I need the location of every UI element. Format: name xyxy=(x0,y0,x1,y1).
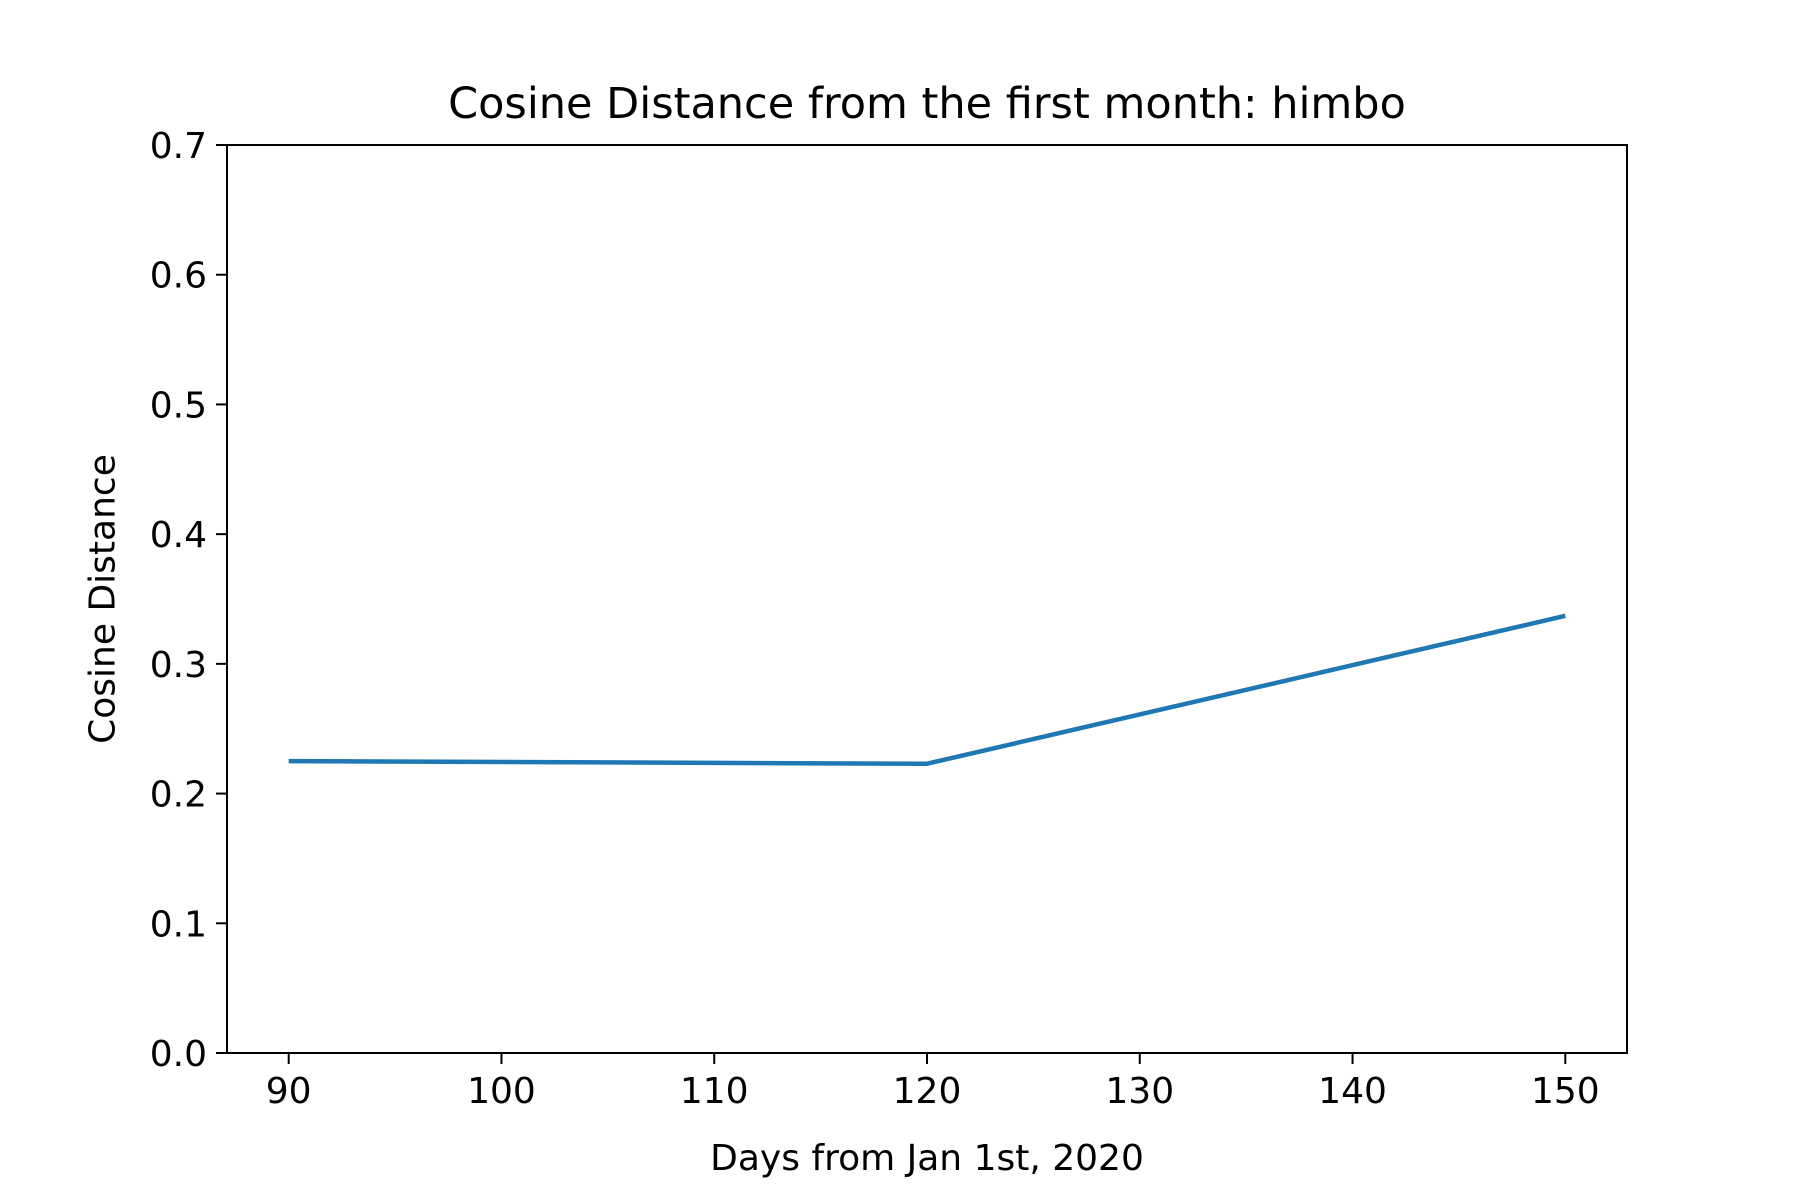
series-line xyxy=(288,613,1566,766)
y-tick-label: 0.1 xyxy=(150,904,207,945)
y-tick-label: 0.3 xyxy=(150,645,207,686)
x-axis-ticks: 90 100 110 120 130 140 150 xyxy=(266,1053,1600,1112)
x-tick-label: 150 xyxy=(1531,1071,1600,1112)
y-tick-label: 0.2 xyxy=(150,775,207,816)
y-tick-label: 0.4 xyxy=(150,515,207,556)
x-tick-label: 140 xyxy=(1318,1071,1387,1112)
x-tick-label: 130 xyxy=(1105,1071,1174,1112)
x-tick-label: 100 xyxy=(467,1071,536,1112)
y-tick-label: 0.7 xyxy=(150,126,207,167)
series-layer xyxy=(288,613,1566,766)
chart-title: Cosine Distance from the first month: hi… xyxy=(448,79,1406,129)
y-tick-label: 0.0 xyxy=(150,1034,207,1075)
y-tick-label: 0.5 xyxy=(150,385,207,426)
x-tick-label: 110 xyxy=(680,1071,749,1112)
y-axis-title: Cosine Distance xyxy=(83,454,124,744)
y-axis-ticks: 0.0 0.1 0.2 0.3 0.4 0.5 0.6 0.7 xyxy=(150,126,227,1075)
x-tick-label: 120 xyxy=(893,1071,962,1112)
y-tick-label: 0.6 xyxy=(150,256,207,297)
x-tick-label: 90 xyxy=(266,1071,312,1112)
x-axis-title: Days from Jan 1st, 2020 xyxy=(710,1138,1144,1179)
axes-frame xyxy=(226,144,1628,1054)
